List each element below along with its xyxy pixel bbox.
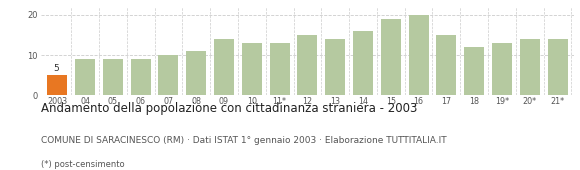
Bar — [353, 31, 373, 95]
Text: Andamento della popolazione con cittadinanza straniera - 2003: Andamento della popolazione con cittadin… — [41, 102, 417, 115]
Bar — [436, 35, 456, 95]
Bar — [130, 59, 151, 95]
Bar — [380, 19, 401, 95]
Bar — [408, 15, 429, 95]
Bar — [75, 59, 95, 95]
Text: 5: 5 — [53, 64, 59, 73]
Bar — [242, 43, 262, 95]
Bar — [47, 75, 67, 95]
Bar — [464, 47, 484, 95]
Text: (*) post-censimento: (*) post-censimento — [41, 160, 124, 169]
Bar — [298, 35, 317, 95]
Bar — [325, 39, 345, 95]
Bar — [186, 51, 206, 95]
Bar — [214, 39, 234, 95]
Bar — [520, 39, 540, 95]
Bar — [492, 43, 512, 95]
Bar — [103, 59, 123, 95]
Bar — [158, 55, 179, 95]
Bar — [548, 39, 567, 95]
Bar — [270, 43, 289, 95]
Text: COMUNE DI SARACINESCO (RM) · Dati ISTAT 1° gennaio 2003 · Elaborazione TUTTITALI: COMUNE DI SARACINESCO (RM) · Dati ISTAT … — [41, 136, 446, 145]
